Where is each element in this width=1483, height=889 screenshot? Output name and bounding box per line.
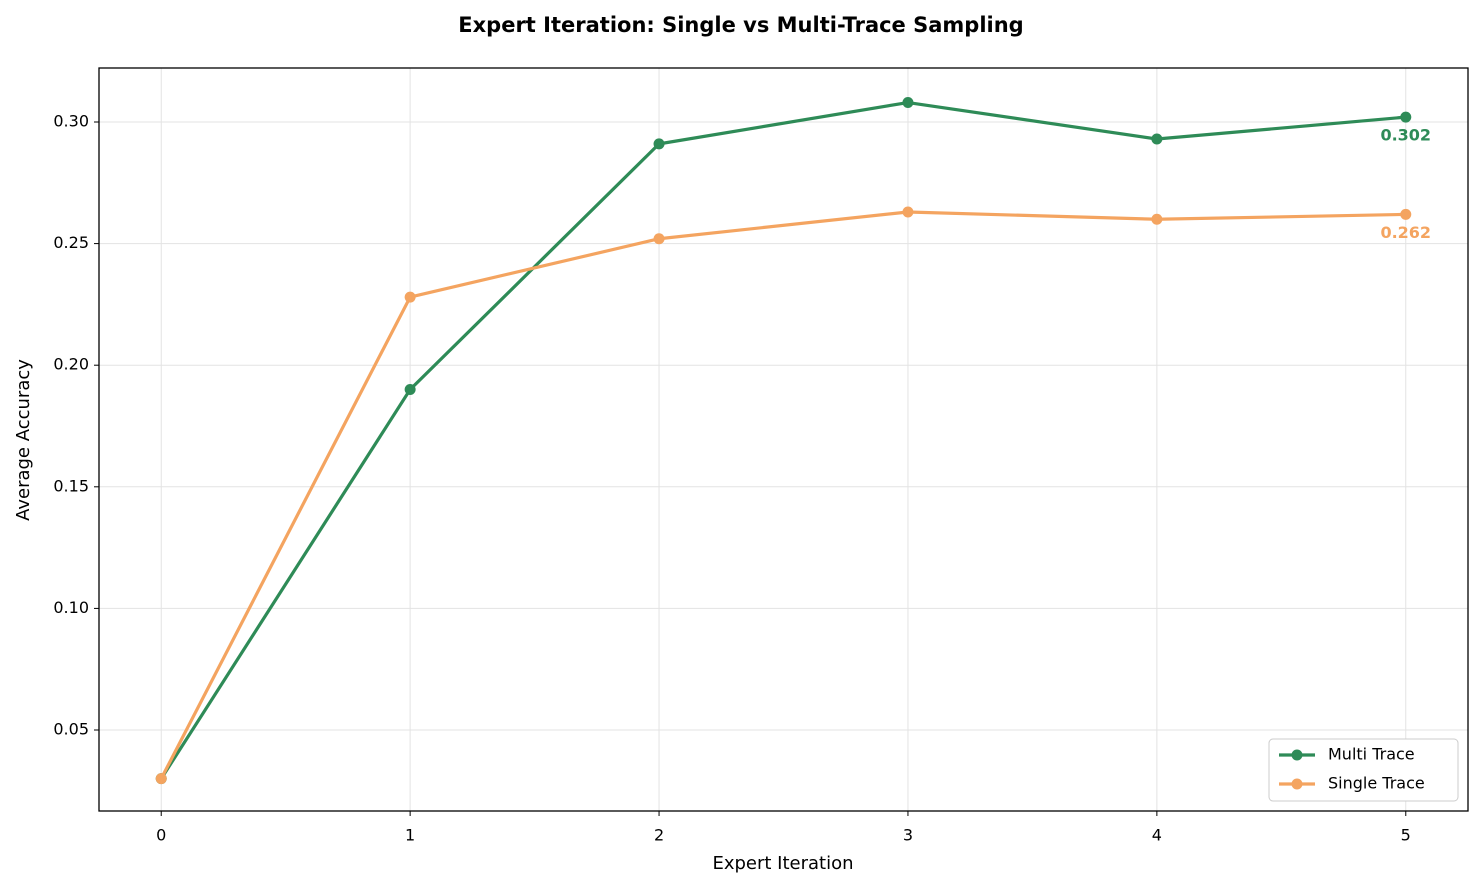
data-point: [1151, 133, 1163, 145]
series-line: [159, 210, 1406, 780]
x-tick-label: 3: [903, 826, 913, 845]
data-point: [1151, 213, 1163, 225]
value-label: 0.262: [1380, 223, 1431, 242]
data-point: [404, 384, 416, 396]
y-tick-label: 0.05: [53, 720, 89, 739]
legend-marker: [1291, 749, 1303, 761]
data-point: [1400, 111, 1412, 123]
value-label: 0.302: [1380, 126, 1431, 145]
data-point: [902, 206, 914, 218]
series-line: [159, 100, 1406, 780]
x-tick-label: 1: [405, 826, 415, 845]
data-point: [1400, 208, 1412, 220]
x-axis-label: Expert Iteration: [712, 853, 853, 874]
data-point: [155, 773, 167, 785]
legend-box: [1268, 738, 1459, 802]
y-tick-label: 0.25: [53, 233, 89, 252]
y-axis-label: Average Accuracy: [13, 359, 34, 521]
x-tick-label: 5: [1401, 826, 1411, 845]
data-point: [404, 291, 416, 303]
x-tick-label: 2: [654, 826, 664, 845]
y-tick-label: 0.10: [53, 598, 89, 617]
chart-title: Expert Iteration: Single vs Multi-Trace …: [458, 13, 1023, 37]
y-tick-label: 0.15: [53, 476, 89, 495]
data-point: [653, 138, 665, 150]
x-tick-label: 4: [1152, 826, 1162, 845]
y-tick-label: 0.20: [53, 355, 89, 374]
x-tick-label: 0: [156, 826, 166, 845]
legend-label: Multi Trace: [1328, 745, 1415, 764]
y-tick-label: 0.30: [53, 111, 89, 130]
plot-frame: [98, 67, 1469, 812]
data-point: [653, 233, 665, 245]
data-point: [902, 97, 914, 109]
legend-label: Single Trace: [1328, 774, 1425, 793]
legend-marker: [1291, 778, 1303, 790]
